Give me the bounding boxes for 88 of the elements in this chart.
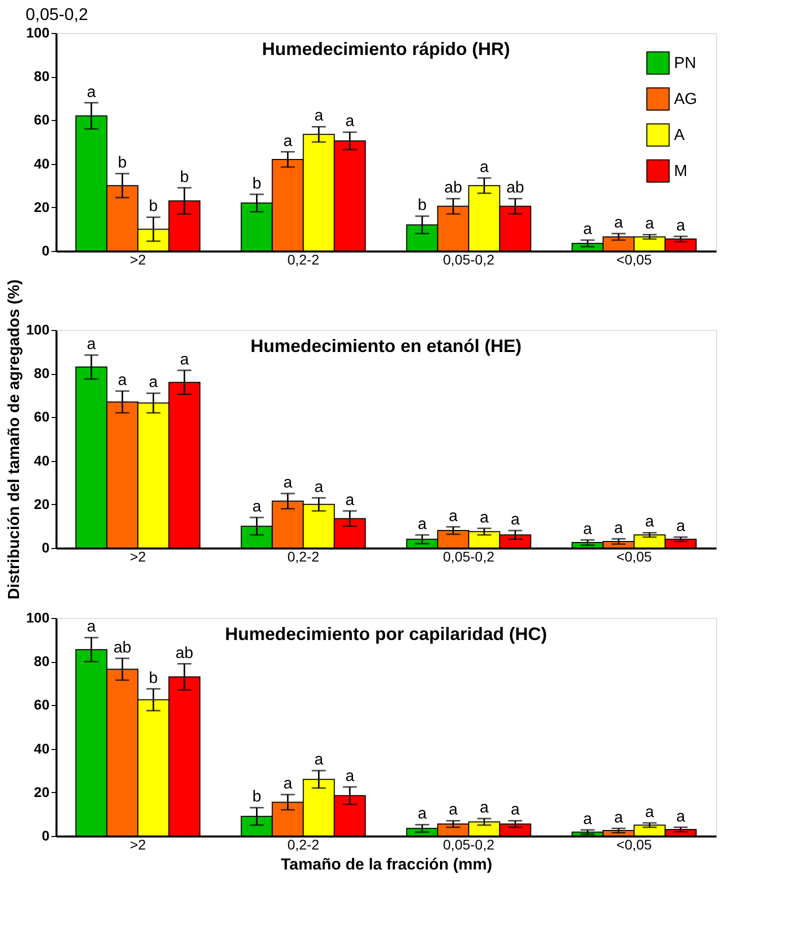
y-tick-label: 60 [34,408,50,425]
y-tick-label: 100 [26,610,50,626]
data-label: a [480,509,489,526]
legend-label: PN [674,55,696,72]
legend-label: AG [674,91,698,108]
data-label: a [614,520,624,537]
data-label: a [86,618,96,636]
x-tick-label: 0,05-0,2 [443,836,495,852]
data-label: a [148,374,158,392]
y-tick-label: 100 [26,322,50,338]
y-tick-label: 80 [34,365,50,382]
chart-title: Humedecimiento rápido (HR) [262,39,510,59]
y-tick-label: 100 [26,24,50,40]
x-tick-label: >2 [130,548,146,564]
y-tick-label: 40 [34,155,50,172]
data-label: a [345,113,354,130]
x-axis-title: Tamaño de la fracción (mm) [280,856,492,874]
data-label: a [345,492,354,509]
data-label: a [283,132,292,150]
x-tick-label: >2 [130,836,146,852]
data-label: a [252,498,262,516]
data-label: a [645,514,654,531]
data-label: a [614,809,624,826]
data-label: a [583,221,592,238]
data-label: a [510,512,520,529]
data-label: a [345,768,354,785]
y-tick-label: 0 [42,828,50,844]
data-label: a [180,351,189,368]
data-label: ab [444,180,462,197]
data-label: ab [113,639,132,656]
data-label: b [252,175,262,192]
data-label: b [252,788,262,806]
y-tick-label: 20 [34,496,50,512]
data-label: a [314,752,324,769]
y-axis-title: Distribución del tamaño de agregados (%) [6,279,24,600]
data-label: a [448,508,458,525]
data-label: a [480,800,489,817]
legend-label: A [674,127,685,144]
y-tick-label: 60 [34,696,50,713]
y-tick-label: 0 [42,540,50,556]
data-label: a [283,776,292,793]
chart-title: Humedecimiento por capilaridad (HC) [224,624,548,644]
y-tick-label: 80 [34,68,50,84]
data-label: b [418,197,427,214]
x-tick-label: <0,05 [616,548,652,564]
x-tick-label: 0,2-2 [287,836,320,852]
data-label: a [86,336,96,354]
x-tick-label: <0,05 [616,252,652,268]
y-tick-label: 80 [34,653,50,670]
data-label: a [645,216,654,233]
chart-title: Humedecimiento en etanól (HE) [250,336,522,356]
data-label: b [148,670,158,687]
data-label: a [480,158,489,176]
x-tick-label: 0,05-0,2 [443,252,495,268]
y-tick-label: 0 [42,242,50,258]
data-label: a [418,516,427,533]
data-label: a [448,802,458,819]
data-label: ab [176,644,194,662]
y-tick-label: 40 [34,452,50,468]
data-label: a [676,217,686,234]
x-tick-label: 0,2-2 [287,548,320,564]
data-label: a [86,84,96,101]
x-tick-label: 0,05-0,2 [443,548,495,564]
data-label: a [314,478,324,496]
data-label: b [180,168,189,186]
y-tick-label: 60 [34,112,50,128]
data-label: a [510,802,520,819]
x-tick-label: 0,2-2 [287,252,320,268]
data-label: a [418,806,427,823]
data-label: a [583,520,592,538]
y-tick-label: 40 [34,740,50,756]
data-label: a [118,372,127,390]
data-label: a [614,214,624,232]
legend-label: M [674,163,688,180]
data-label: a [583,810,592,828]
x-tick-label: >2 [130,252,146,268]
text: 0,05-0,2 [26,5,88,24]
y-tick-label: 20 [34,784,50,800]
data-label: a [645,804,654,821]
data-label: a [676,808,686,826]
data-label: a [314,108,324,125]
data-label: b [148,198,158,216]
data-label: b [118,154,127,172]
data-label: a [283,474,292,492]
y-tick-label: 20 [34,198,50,215]
data-label: a [676,518,686,536]
data-label: ab [506,180,524,197]
x-tick-label: <0,05 [616,836,652,852]
